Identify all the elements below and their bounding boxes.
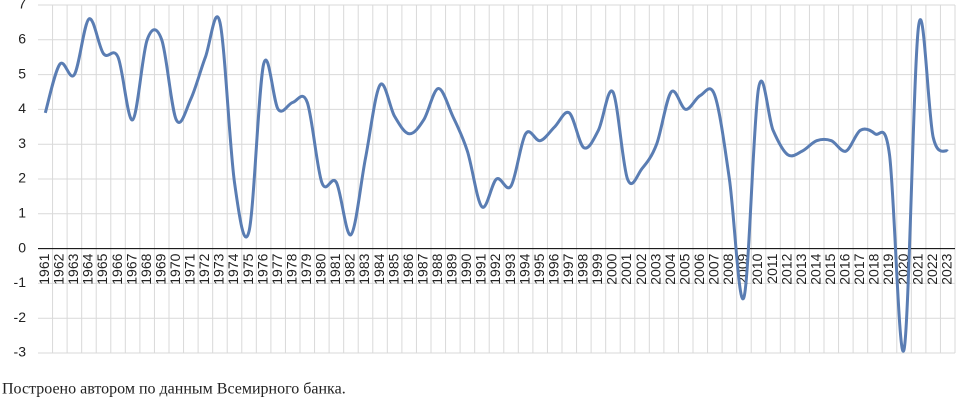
- x-tick-label: 2017: [851, 253, 867, 284]
- x-tick-label: 1967: [123, 253, 139, 284]
- x-tick-label: 2002: [633, 253, 649, 284]
- y-tick-label: -1: [14, 274, 27, 290]
- x-tick-label: 1964: [80, 253, 96, 284]
- x-tick-label: 1990: [458, 253, 474, 284]
- x-tick-label: 1989: [444, 253, 460, 284]
- x-tick-label: 1966: [109, 253, 125, 284]
- x-tick-label: 2010: [749, 253, 765, 284]
- x-tick-label: 2014: [807, 253, 823, 284]
- y-tick-label: 0: [18, 239, 26, 255]
- x-tick-label: 1986: [400, 253, 416, 284]
- y-tick-label: 5: [18, 65, 26, 81]
- y-tick-label: 6: [18, 31, 26, 47]
- x-tick-label: 2011: [764, 253, 780, 283]
- x-tick-label: 1983: [356, 253, 372, 284]
- x-tick-label: 2000: [604, 253, 620, 284]
- x-tick-label: 1987: [414, 253, 430, 284]
- x-tick-label: 1984: [371, 253, 387, 284]
- x-tick-label: 1981: [327, 253, 343, 284]
- x-tick-label: 2021: [909, 253, 925, 284]
- x-tick-label: 1980: [313, 253, 329, 284]
- x-tick-label: 1978: [283, 253, 299, 284]
- x-tick-label: 2001: [618, 253, 634, 284]
- x-tick-label: 1988: [429, 253, 445, 284]
- y-tick-label: -3: [14, 344, 27, 360]
- x-tick-label: 2023: [938, 253, 954, 284]
- x-tick-label: 1991: [473, 253, 489, 284]
- x-tick-label: 2005: [676, 253, 692, 284]
- x-tick-label: 2018: [866, 253, 882, 284]
- data-line: [43, 15, 949, 353]
- x-tick-label: 1995: [531, 253, 547, 284]
- x-tick-label: 2013: [793, 253, 809, 284]
- x-tick-label: 2020: [895, 253, 911, 284]
- x-tick-label: 1998: [575, 253, 591, 284]
- x-tick-label: 1968: [138, 253, 154, 284]
- y-tick-label: 3: [18, 135, 26, 151]
- x-tick-label: 1975: [240, 253, 256, 284]
- x-tick-label: 1972: [196, 253, 212, 284]
- x-tick-label: 1977: [269, 253, 285, 284]
- x-tick-label: 2016: [837, 253, 853, 284]
- x-tick-label: 1979: [298, 253, 314, 284]
- x-tick-label: 1996: [545, 253, 561, 284]
- x-tick-label: 2015: [822, 253, 838, 284]
- x-tick-label: 1965: [94, 253, 110, 284]
- x-tick-label: 1994: [516, 253, 532, 284]
- x-tick-label: 1969: [152, 253, 168, 284]
- caption: Построено автором по данным Всемирного б…: [2, 381, 346, 398]
- y-tick-label: 1: [18, 205, 26, 221]
- x-tick-label: 2019: [880, 253, 896, 284]
- x-tick-label: 2003: [647, 253, 663, 284]
- x-tick-label: 2007: [706, 253, 722, 284]
- x-tick-label: 1961: [36, 253, 52, 284]
- y-tick-label: 4: [18, 100, 26, 116]
- x-tick-label: 1962: [51, 253, 67, 284]
- x-tick-label: 2008: [720, 253, 736, 284]
- x-tick-label: 1976: [254, 253, 270, 284]
- x-tick-label: 1999: [589, 253, 605, 284]
- x-tick-label: 1971: [182, 253, 198, 284]
- x-tick-label: 2006: [691, 253, 707, 284]
- y-tick-label: -2: [14, 309, 27, 325]
- y-tick-label: 7: [18, 0, 26, 12]
- x-tick-label: 2004: [662, 253, 678, 284]
- x-tick-label: 1982: [342, 253, 358, 284]
- x-tick-label: 2012: [778, 253, 794, 284]
- x-tick-label: 1992: [487, 253, 503, 284]
- x-tick-label: 1974: [225, 253, 241, 284]
- x-tick-label: 2022: [924, 253, 940, 284]
- x-tick-label: 1963: [65, 253, 81, 284]
- x-tick-label: 1985: [385, 253, 401, 284]
- x-tick-label: 1970: [167, 253, 183, 284]
- y-tick-label: 2: [18, 170, 26, 186]
- x-tick-label: 1973: [211, 253, 227, 284]
- x-tick-label: 1993: [502, 253, 518, 284]
- x-tick-label: 1997: [560, 253, 576, 284]
